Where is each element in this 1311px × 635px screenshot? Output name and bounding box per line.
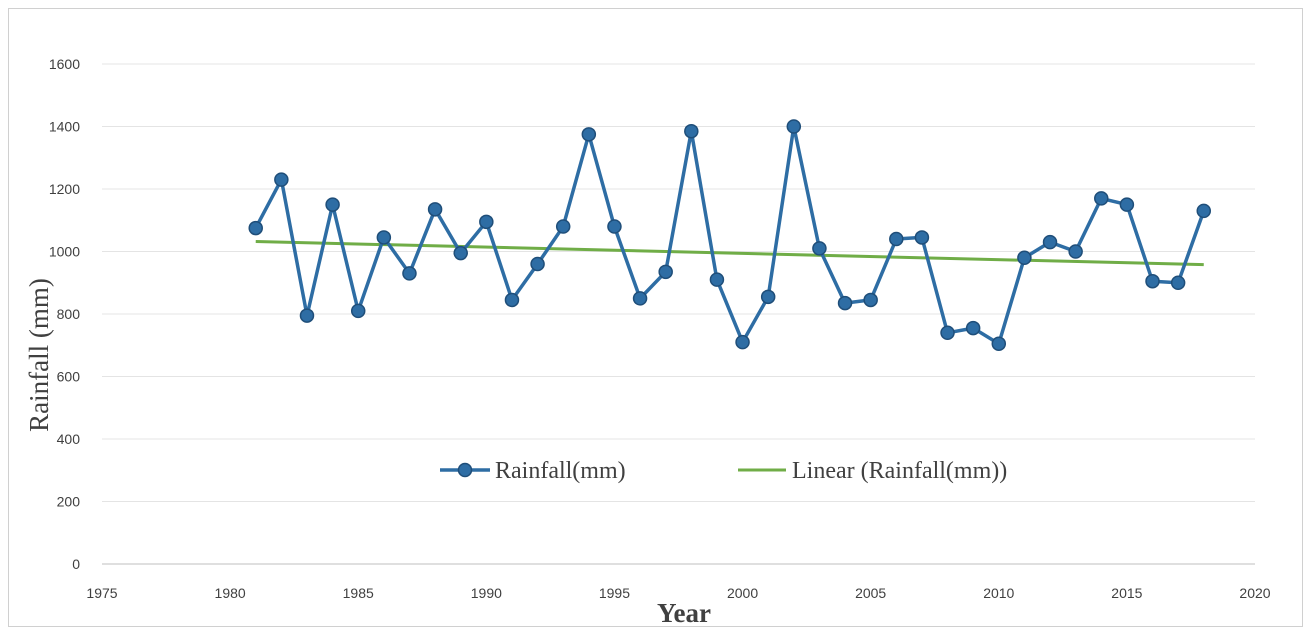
y-tick-label: 0	[72, 556, 80, 572]
data-point	[1196, 203, 1212, 219]
data-point	[760, 289, 776, 305]
data-point	[965, 320, 981, 336]
x-axis-title: Year	[657, 598, 711, 628]
x-tick-label: 1990	[471, 585, 502, 601]
y-tick-labels: 0 200 400 600 800 1000 1200 1400 1600	[49, 56, 80, 572]
data-point	[837, 295, 853, 311]
data-point	[376, 230, 392, 245]
data-point	[709, 272, 725, 287]
data-point	[735, 334, 750, 350]
data-point	[1068, 244, 1083, 259]
data-point	[1170, 275, 1186, 290]
data-point	[248, 220, 263, 236]
data-point	[1094, 191, 1109, 206]
legend: Rainfall(mm) Linear (Rainfall(mm))	[440, 458, 1007, 484]
data-point	[325, 197, 340, 212]
gridlines	[102, 63, 1255, 565]
legend-marker-rainfall	[457, 462, 473, 478]
x-tick-labels: 1975 1980 1985 1990 1995 2000 2005 2010 2015 2020	[86, 585, 1270, 601]
data-point	[530, 256, 545, 272]
y-axis-title: Rainfall (mm)	[24, 278, 54, 432]
data-point	[812, 241, 827, 256]
data-point	[479, 214, 494, 230]
y-tick-label: 1400	[49, 119, 80, 135]
legend-label-rainfall: Rainfall(mm)	[495, 458, 626, 484]
data-point	[1017, 250, 1032, 265]
data-point	[786, 119, 802, 134]
y-tick-label: 800	[57, 306, 81, 322]
x-tick-label: 2020	[1239, 585, 1270, 601]
data-point	[889, 231, 904, 247]
y-tick-label: 1200	[49, 181, 80, 197]
y-tick-label: 600	[57, 369, 81, 385]
data-point	[453, 245, 468, 261]
data-point	[555, 219, 571, 234]
y-tick-label: 1000	[49, 244, 80, 260]
data-point	[991, 336, 1007, 351]
data-point	[658, 264, 673, 280]
x-tick-label: 2000	[727, 585, 758, 601]
legend-label-trend: Linear (Rainfall(mm))	[792, 458, 1007, 484]
data-point	[607, 219, 622, 234]
data-point	[863, 292, 878, 308]
trendline	[255, 240, 1204, 267]
x-tick-label: 2015	[1111, 585, 1142, 601]
data-point	[504, 292, 520, 308]
data-point	[1119, 197, 1135, 212]
data-point	[1145, 273, 1160, 289]
data-point	[427, 202, 443, 217]
data-point	[274, 172, 289, 187]
chart-frame	[8, 8, 1303, 627]
y-tick-label: 200	[57, 494, 81, 510]
data-point	[1042, 234, 1058, 250]
trendline-group	[255, 240, 1204, 267]
data-point	[350, 303, 366, 319]
series-group	[248, 119, 1212, 351]
data-point	[684, 123, 699, 139]
data-point	[402, 266, 417, 281]
x-tick-label: 1985	[343, 585, 374, 601]
x-tick-label: 1975	[86, 585, 117, 601]
data-point	[914, 230, 930, 245]
series-line-rainfall	[254, 124, 1206, 346]
x-tick-label: 2005	[855, 585, 886, 601]
y-tick-label: 400	[57, 431, 81, 447]
data-point	[299, 308, 315, 323]
y-tick-label: 1600	[49, 56, 80, 72]
data-point	[940, 325, 955, 340]
data-point	[581, 127, 597, 142]
x-tick-label: 2010	[983, 585, 1014, 601]
x-tick-label: 1980	[215, 585, 246, 601]
data-point	[632, 291, 648, 306]
x-tick-label: 1995	[599, 585, 630, 601]
